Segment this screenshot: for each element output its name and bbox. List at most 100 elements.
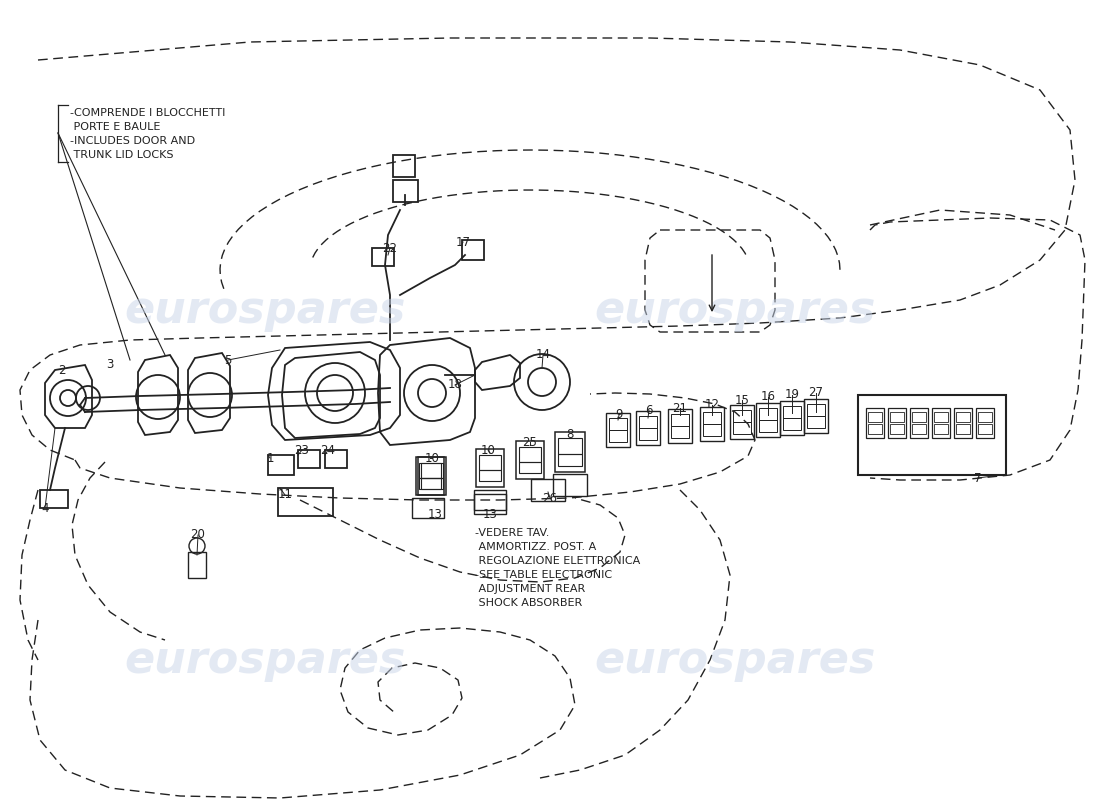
Text: -COMPRENDE I BLOCCHETTI: -COMPRENDE I BLOCCHETTI xyxy=(70,108,226,118)
Text: eurospares: eurospares xyxy=(124,289,406,331)
Bar xyxy=(419,463,441,478)
Bar xyxy=(910,408,928,438)
Bar xyxy=(756,403,780,437)
Bar xyxy=(462,240,484,260)
Text: 13: 13 xyxy=(483,509,497,522)
Text: -INCLUDES DOOR AND: -INCLUDES DOOR AND xyxy=(70,136,195,146)
Text: 4: 4 xyxy=(42,502,48,514)
Bar xyxy=(807,404,825,416)
Bar xyxy=(419,478,441,489)
Bar xyxy=(474,494,506,514)
Bar xyxy=(639,428,657,440)
Bar xyxy=(912,424,926,434)
Text: 23: 23 xyxy=(295,443,309,457)
Bar xyxy=(890,412,904,422)
Bar xyxy=(639,416,657,428)
Bar xyxy=(733,410,751,422)
Bar xyxy=(393,155,415,177)
Bar xyxy=(759,408,777,420)
Bar xyxy=(807,416,825,428)
Bar xyxy=(421,463,443,478)
Bar xyxy=(478,455,500,470)
Text: 10: 10 xyxy=(481,443,495,457)
Text: 14: 14 xyxy=(536,349,550,362)
Bar xyxy=(954,408,972,438)
Bar xyxy=(703,424,720,436)
Text: 12: 12 xyxy=(704,398,719,411)
Bar xyxy=(393,180,418,202)
Bar xyxy=(888,408,906,438)
Text: 1: 1 xyxy=(266,451,274,465)
Bar xyxy=(700,407,724,441)
Bar xyxy=(934,412,948,422)
Text: 11: 11 xyxy=(277,489,293,502)
Bar xyxy=(609,418,627,430)
Text: -VEDERE TAV.: -VEDERE TAV. xyxy=(475,528,549,538)
Bar xyxy=(733,422,751,434)
Text: 22: 22 xyxy=(383,242,397,254)
Text: 26: 26 xyxy=(542,491,558,505)
Text: eurospares: eurospares xyxy=(594,289,876,331)
Bar xyxy=(188,552,206,578)
Text: 27: 27 xyxy=(808,386,824,399)
Text: 21: 21 xyxy=(672,402,688,414)
Bar xyxy=(978,424,992,434)
Bar xyxy=(671,426,689,438)
Bar xyxy=(531,479,565,501)
Bar xyxy=(956,424,970,434)
Bar xyxy=(268,455,294,475)
Bar xyxy=(932,408,950,438)
Bar xyxy=(418,457,446,495)
Text: AMMORTIZZ. POST. A: AMMORTIZZ. POST. A xyxy=(475,542,596,552)
Bar xyxy=(606,413,630,447)
Text: 15: 15 xyxy=(735,394,749,406)
Text: 2: 2 xyxy=(58,363,66,377)
Text: 24: 24 xyxy=(320,443,336,457)
Bar xyxy=(868,412,882,422)
Bar xyxy=(783,406,801,418)
Text: 20: 20 xyxy=(190,529,206,542)
Text: REGOLAZIONE ELETTRONICA: REGOLAZIONE ELETTRONICA xyxy=(475,556,640,566)
Bar xyxy=(858,395,1006,475)
Bar xyxy=(476,449,504,487)
Bar xyxy=(866,408,884,438)
Bar xyxy=(804,399,828,433)
Bar xyxy=(780,401,804,435)
Bar xyxy=(416,457,444,495)
Bar xyxy=(868,424,882,434)
Bar xyxy=(976,408,994,438)
Bar xyxy=(759,420,777,432)
Text: SHOCK ABSORBER: SHOCK ABSORBER xyxy=(475,598,582,608)
Bar xyxy=(324,450,346,468)
Bar xyxy=(671,414,689,426)
Text: 8: 8 xyxy=(566,429,574,442)
Bar xyxy=(558,438,582,454)
Bar xyxy=(956,412,970,422)
Bar xyxy=(636,411,660,445)
Bar xyxy=(553,474,587,496)
Bar xyxy=(412,498,444,518)
Text: 19: 19 xyxy=(784,389,800,402)
Text: 25: 25 xyxy=(522,435,538,449)
Text: TRUNK LID LOCKS: TRUNK LID LOCKS xyxy=(70,150,174,160)
Bar xyxy=(668,409,692,443)
Bar xyxy=(298,450,320,468)
Text: ADJUSTMENT REAR: ADJUSTMENT REAR xyxy=(475,584,585,594)
Text: 5: 5 xyxy=(224,354,232,366)
Bar xyxy=(890,424,904,434)
Text: 17: 17 xyxy=(455,235,471,249)
Bar xyxy=(519,447,541,462)
Text: 16: 16 xyxy=(760,390,775,403)
Text: 7: 7 xyxy=(975,471,981,485)
Bar xyxy=(372,248,394,266)
Bar xyxy=(609,430,627,442)
Bar xyxy=(703,412,720,424)
Bar xyxy=(421,478,443,489)
Text: 9: 9 xyxy=(615,409,623,422)
Text: eurospares: eurospares xyxy=(124,638,406,682)
Bar xyxy=(516,441,544,479)
Bar xyxy=(474,490,506,510)
Bar xyxy=(278,488,333,516)
Bar xyxy=(978,412,992,422)
Bar xyxy=(934,424,948,434)
